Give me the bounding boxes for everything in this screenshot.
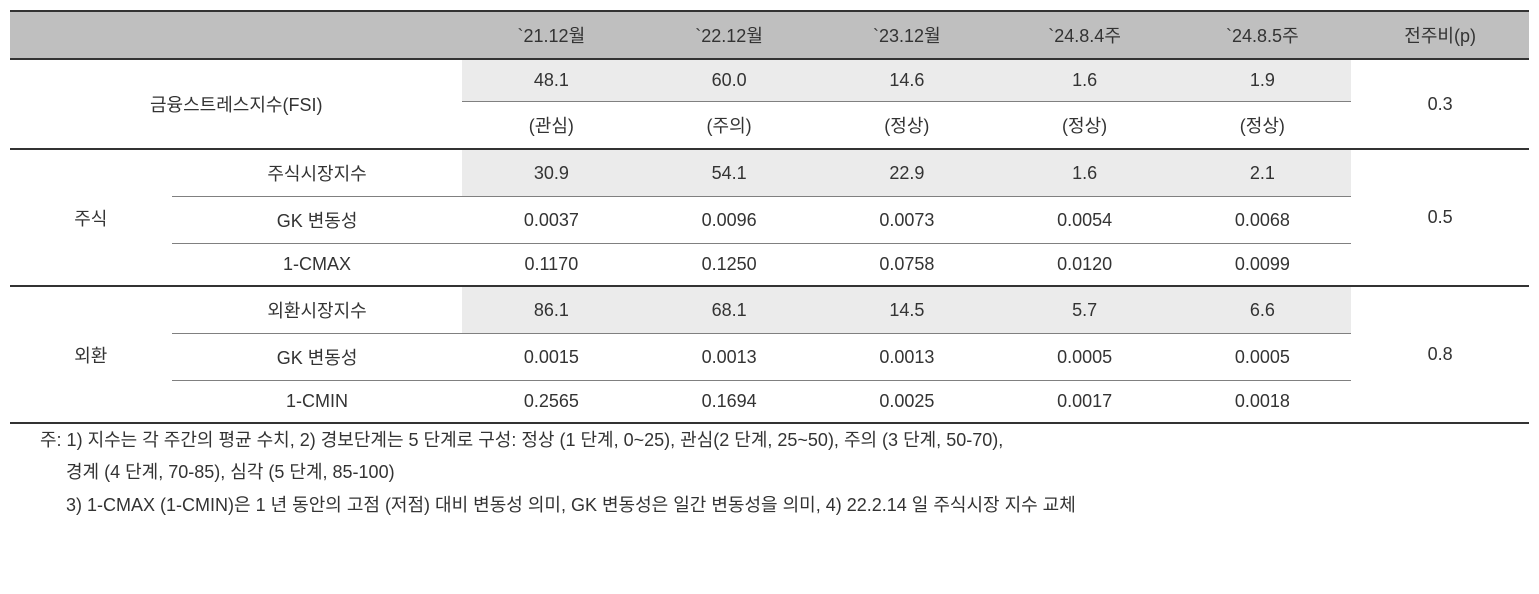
cell: 0.1694 <box>640 381 818 424</box>
cell: 30.9 <box>462 149 640 197</box>
cell: 0.0099 <box>1173 244 1351 287</box>
fsi-status: (정상) <box>996 102 1174 150</box>
cell: 0.0005 <box>996 334 1174 381</box>
sub-label: GK 변동성 <box>172 197 463 244</box>
footnote-line: 주: 1) 지수는 각 주간의 평균 수치, 2) 경보단계는 5 단계로 구성… <box>40 424 1529 456</box>
fsi-status: (주의) <box>640 102 818 150</box>
table-header-row: `21.12월 `22.12월 `23.12월 `24.8.4주 `24.8.5… <box>10 11 1529 59</box>
cell: 22.9 <box>818 149 996 197</box>
cell: 0.1250 <box>640 244 818 287</box>
group-wow: 0.8 <box>1351 286 1529 423</box>
footnotes: 주: 1) 지수는 각 주간의 평균 수치, 2) 경보단계는 5 단계로 구성… <box>10 424 1529 521</box>
cell: 0.0096 <box>640 197 818 244</box>
col-header: `24.8.5주 <box>1173 11 1351 59</box>
cell: 0.0015 <box>462 334 640 381</box>
group-name: 주식 <box>10 149 172 286</box>
col-header: `23.12월 <box>818 11 996 59</box>
cell: 0.0054 <box>996 197 1174 244</box>
sub-label: 1-CMAX <box>172 244 463 287</box>
cell: 6.6 <box>1173 286 1351 334</box>
cell: 0.0120 <box>996 244 1174 287</box>
table-row: 주식 주식시장지수 30.9 54.1 22.9 1.6 2.1 0.5 <box>10 149 1529 197</box>
fsi-val: 60.0 <box>640 59 818 102</box>
sub-label: 외환시장지수 <box>172 286 463 334</box>
cell: 14.5 <box>818 286 996 334</box>
sub-label: 주식시장지수 <box>172 149 463 197</box>
cell: 0.0005 <box>1173 334 1351 381</box>
table-row: GK 변동성 0.0037 0.0096 0.0073 0.0054 0.006… <box>10 197 1529 244</box>
fsi-label: 금융스트레스지수(FSI) <box>10 59 462 149</box>
fsi-value-row: 금융스트레스지수(FSI) 48.1 60.0 14.6 1.6 1.9 0.3 <box>10 59 1529 102</box>
col-header: `24.8.4주 <box>996 11 1174 59</box>
footnote-line: 3) 1-CMAX (1-CMIN)은 1 년 동안의 고점 (저점) 대비 변… <box>40 489 1529 521</box>
group-name: 외환 <box>10 286 172 423</box>
col-header: `21.12월 <box>462 11 640 59</box>
cell: 5.7 <box>996 286 1174 334</box>
fsi-val: 1.6 <box>996 59 1174 102</box>
cell: 1.6 <box>996 149 1174 197</box>
cell: 0.0025 <box>818 381 996 424</box>
header-blank <box>10 11 462 59</box>
table-row: 1-CMIN 0.2565 0.1694 0.0025 0.0017 0.001… <box>10 381 1529 424</box>
fsi-status: (정상) <box>1173 102 1351 150</box>
cell: 0.0013 <box>640 334 818 381</box>
cell: 86.1 <box>462 286 640 334</box>
col-header: `22.12월 <box>640 11 818 59</box>
fsi-status: (관심) <box>462 102 640 150</box>
fsi-wow: 0.3 <box>1351 59 1529 149</box>
cell: 0.0018 <box>1173 381 1351 424</box>
footnote-line: 경계 (4 단계, 70-85), 심각 (5 단계, 85-100) <box>40 456 1529 488</box>
cell: 0.2565 <box>462 381 640 424</box>
cell: 0.1170 <box>462 244 640 287</box>
cell: 0.0068 <box>1173 197 1351 244</box>
cell: 68.1 <box>640 286 818 334</box>
table-row: GK 변동성 0.0015 0.0013 0.0013 0.0005 0.000… <box>10 334 1529 381</box>
table-row: 외환 외환시장지수 86.1 68.1 14.5 5.7 6.6 0.8 <box>10 286 1529 334</box>
cell: 0.0073 <box>818 197 996 244</box>
sub-label: GK 변동성 <box>172 334 463 381</box>
fsi-val: 1.9 <box>1173 59 1351 102</box>
sub-label: 1-CMIN <box>172 381 463 424</box>
fsi-table: `21.12월 `22.12월 `23.12월 `24.8.4주 `24.8.5… <box>10 10 1529 424</box>
cell: 54.1 <box>640 149 818 197</box>
group-wow: 0.5 <box>1351 149 1529 286</box>
cell: 0.0013 <box>818 334 996 381</box>
cell: 0.0037 <box>462 197 640 244</box>
cell: 2.1 <box>1173 149 1351 197</box>
table-row: 1-CMAX 0.1170 0.1250 0.0758 0.0120 0.009… <box>10 244 1529 287</box>
col-header-wow: 전주비(p) <box>1351 11 1529 59</box>
cell: 0.0017 <box>996 381 1174 424</box>
fsi-status: (정상) <box>818 102 996 150</box>
fsi-val: 14.6 <box>818 59 996 102</box>
cell: 0.0758 <box>818 244 996 287</box>
fsi-val: 48.1 <box>462 59 640 102</box>
